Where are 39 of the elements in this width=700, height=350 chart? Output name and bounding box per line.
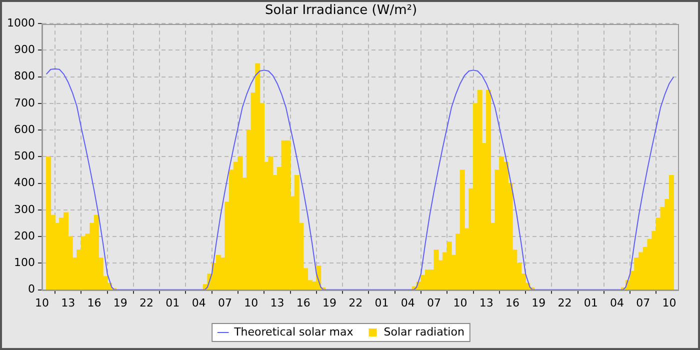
x-tick-label: 19 (113, 296, 128, 310)
x-tick-label: 04 (400, 296, 415, 310)
y-tick-label: 1000 (6, 16, 35, 30)
x-tick-label: 07 (218, 296, 232, 310)
x-tick-label: 01 (584, 296, 598, 310)
y-tick-label: 100 (14, 256, 35, 270)
y-tick-label: 0 (28, 282, 35, 296)
y-tick-label: 300 (14, 202, 35, 216)
x-tick-label: 22 (348, 296, 363, 310)
y-tick-label: 200 (14, 229, 35, 242)
x-tick-label: 10 (34, 296, 49, 310)
x-tick-label: 10 (244, 296, 258, 310)
x-tick-label: 10 (453, 296, 468, 310)
legend-label: Solar radiation (384, 325, 464, 338)
x-tick-label: 07 (427, 296, 442, 310)
x-tick-label: 01 (166, 296, 180, 310)
y-tick-label: 500 (14, 150, 35, 163)
x-tick-label: 16 (87, 296, 102, 310)
x-tick-label: 04 (192, 296, 206, 310)
x-tick-label: 16 (296, 296, 310, 310)
x-tick-label: 01 (374, 296, 389, 310)
x-tick-label: 13 (270, 296, 284, 310)
x-tick-label: 22 (558, 296, 572, 310)
x-tick-label: 19 (532, 296, 546, 310)
x-tick-label: 19 (322, 296, 337, 310)
y-tick-label: 700 (14, 96, 35, 110)
x-tick-label: 10 (662, 296, 676, 310)
y-tick-label: 600 (14, 122, 35, 136)
y-tick-label: 800 (14, 70, 35, 83)
y-tick-label: 400 (14, 176, 35, 190)
x-tick-label: 13 (61, 296, 76, 310)
x-tick-label: 13 (479, 296, 494, 310)
chart-title: Solar Irradiance (W/m²) (264, 3, 418, 18)
x-tick-label: 04 (610, 296, 624, 310)
legend-label: Theoretical solar max (233, 325, 354, 338)
y-tick-label: 900 (14, 43, 35, 56)
x-tick-label: 22 (140, 296, 154, 310)
x-tick-label: 07 (636, 296, 650, 310)
x-tick-label: 16 (505, 296, 520, 310)
